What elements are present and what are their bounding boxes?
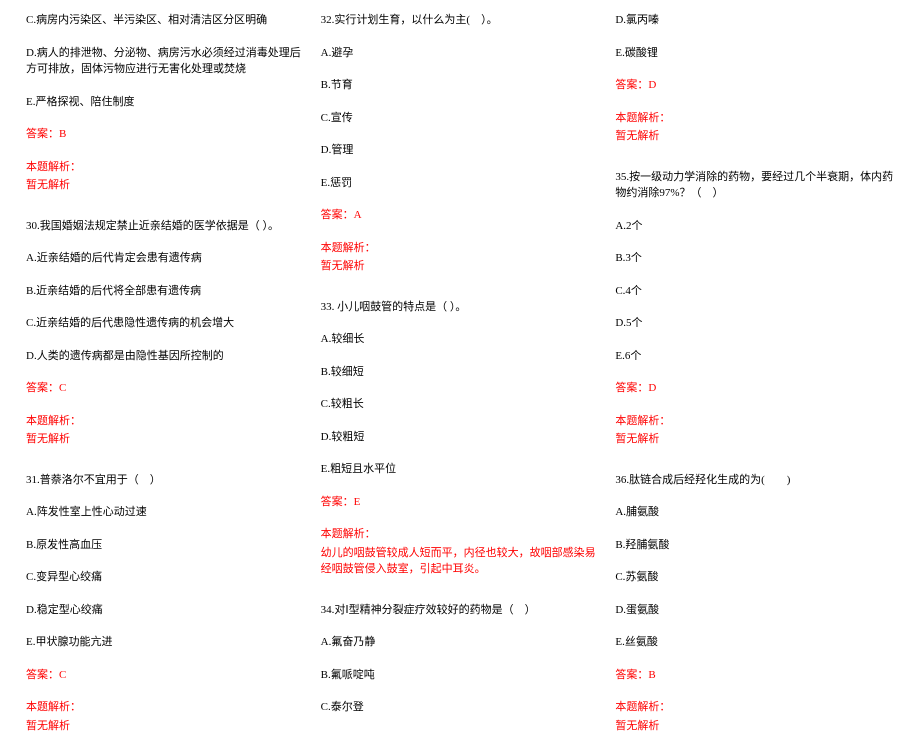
q33-answer: 答案：E <box>321 494 600 511</box>
q35-explanation: 暂无解析 <box>615 431 894 448</box>
q34-option-d: D.氯丙嗪 <box>615 12 894 29</box>
q34-option-e: E.碳酸锂 <box>615 45 894 62</box>
q30-answer: 答案：C <box>26 380 305 397</box>
q31-explanation-label: 本题解析： <box>26 699 305 716</box>
q31-option-c: C.变异型心绞痛 <box>26 569 305 586</box>
q32-option-d: D.管理 <box>321 142 600 159</box>
q30-option-d: D.人类的遗传病都是由隐性基因所控制的 <box>26 348 305 365</box>
q32-answer: 答案：A <box>321 207 600 224</box>
q34-option-a: A.氟奋乃静 <box>321 634 600 651</box>
q31-explanation: 暂无解析 <box>26 718 305 734</box>
q35-option-b: B.3个 <box>615 250 894 267</box>
q36-explanation-label: 本题解析： <box>615 699 894 716</box>
q32-option-a: A.避孕 <box>321 45 600 62</box>
q31-option-a: A.阵发性室上性心动过速 <box>26 504 305 521</box>
q34-option-b: B.氟哌啶吨 <box>321 667 600 684</box>
q34-stem: 34.对Ⅰ型精神分裂症疗效较好的药物是（ ） <box>321 602 600 619</box>
q29-option-e: E.严格探视、陪住制度 <box>26 94 305 111</box>
q30-stem: 30.我国婚姻法规定禁止近亲结婚的医学依据是（ ）。 <box>26 218 305 235</box>
q31-answer: 答案：C <box>26 667 305 684</box>
q36-option-e: E.丝氨酸 <box>615 634 894 651</box>
q30-explanation: 暂无解析 <box>26 431 305 448</box>
q33-option-b: B.较细短 <box>321 364 600 381</box>
q36-option-d: D.蛋氨酸 <box>615 602 894 619</box>
q34-option-c: C.泰尔登 <box>321 699 600 716</box>
q34-explanation: 暂无解析 <box>615 128 894 145</box>
q32-option-e: E.惩罚 <box>321 175 600 192</box>
q33-stem: 33. 小儿咽鼓管的特点是（ ）。 <box>321 299 600 316</box>
q30-explanation-label: 本题解析： <box>26 413 305 430</box>
q35-answer: 答案：D <box>615 380 894 397</box>
column-1: C.病房内污染区、半污染区、相对清洁区分区明确 D.病人的排泄物、分泌物、病房污… <box>18 12 313 639</box>
q35-option-c: C.4个 <box>615 283 894 300</box>
q32-explanation: 暂无解析 <box>321 258 600 275</box>
column-3: D.氯丙嗪 E.碳酸锂 答案：D 本题解析： 暂无解析 35.按一级动力学消除的… <box>607 12 902 639</box>
q30-option-c: C.近亲结婚的后代患隐性遗传病的机会增大 <box>26 315 305 332</box>
q34-explanation-label: 本题解析： <box>615 110 894 127</box>
q32-stem: 32.实行计划生育，以什么为主( ）。 <box>321 12 600 29</box>
q36-option-a: A.脯氨酸 <box>615 504 894 521</box>
q29-option-d: D.病人的排泄物、分泌物、病房污水必须经过消毒处理后方可排放，固体污物应进行无害… <box>26 45 305 78</box>
q35-option-e: E.6个 <box>615 348 894 365</box>
q33-explanation-label: 本题解析： <box>321 526 600 543</box>
q34-answer: 答案：D <box>615 77 894 94</box>
q29-answer: 答案：B <box>26 126 305 143</box>
q31-option-d: D.稳定型心绞痛 <box>26 602 305 619</box>
q33-option-c: C.较粗长 <box>321 396 600 413</box>
q33-explanation: 幼儿的咽鼓管较成人短而平，内径也较大，故咽部感染易经咽鼓管侵入鼓室，引起中耳炎。 <box>321 545 600 578</box>
q32-option-c: C.宣传 <box>321 110 600 127</box>
q33-option-a: A.较细长 <box>321 331 600 348</box>
q36-option-b: B.羟脯氨酸 <box>615 537 894 554</box>
q29-explanation: 暂无解析 <box>26 177 305 194</box>
q30-option-b: B.近亲结婚的后代将全部患有遗传病 <box>26 283 305 300</box>
q35-option-d: D.5个 <box>615 315 894 332</box>
q36-answer: 答案：B <box>615 667 894 684</box>
q29-explanation-label: 本题解析： <box>26 159 305 176</box>
q31-option-b: B.原发性高血压 <box>26 537 305 554</box>
q36-stem: 36.肽链合成后经羟化生成的为( ) <box>615 472 894 489</box>
q30-option-a: A.近亲结婚的后代肯定会患有遗传病 <box>26 250 305 267</box>
q31-option-e: E.甲状腺功能亢进 <box>26 634 305 651</box>
q33-option-d: D.较粗短 <box>321 429 600 446</box>
q29-option-c: C.病房内污染区、半污染区、相对清洁区分区明确 <box>26 12 305 29</box>
q32-option-b: B.节育 <box>321 77 600 94</box>
q35-option-a: A.2个 <box>615 218 894 235</box>
column-2: 32.实行计划生育，以什么为主( ）。 A.避孕 B.节育 C.宣传 D.管理 … <box>313 12 608 639</box>
q32-explanation-label: 本题解析： <box>321 240 600 257</box>
q31-stem: 31.普萘洛尔不宜用于（ ） <box>26 472 305 489</box>
q36-explanation: 暂无解析 <box>615 718 894 734</box>
q35-stem: 35.按一级动力学消除的药物，要经过几个半衰期，体内药物约消除97%？（ ） <box>615 169 894 202</box>
q33-option-e: E.粗短且水平位 <box>321 461 600 478</box>
q36-option-c: C.苏氨酸 <box>615 569 894 586</box>
q35-explanation-label: 本题解析： <box>615 413 894 430</box>
